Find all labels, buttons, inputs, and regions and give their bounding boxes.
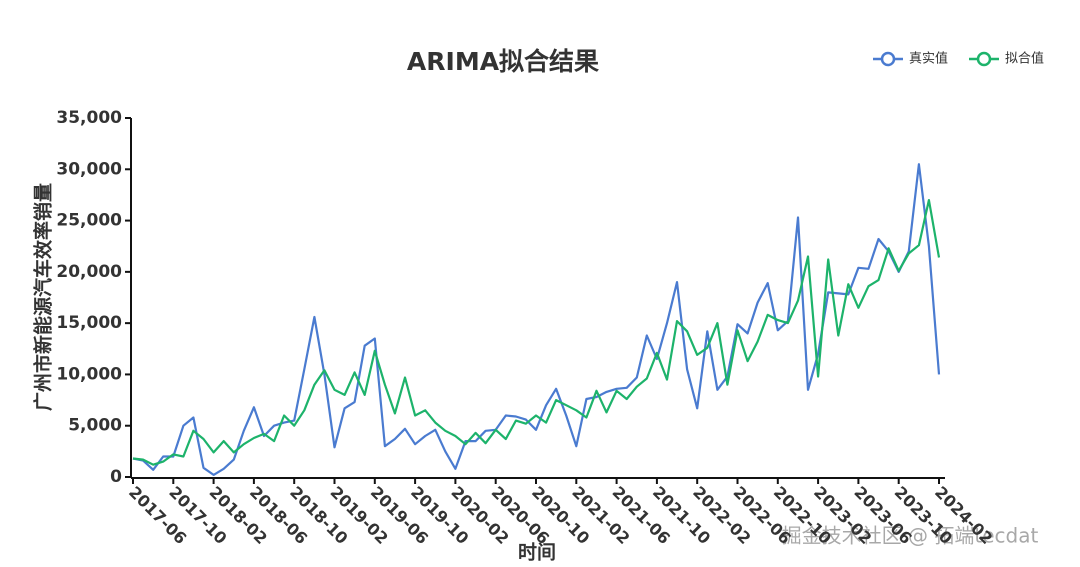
series-line [132, 199, 941, 466]
y-tick-label: 0 [110, 467, 122, 487]
legend: 真实值 拟合值 [873, 51, 1044, 67]
y-axis-label: 广州市新能源汽车效率销量 [32, 183, 55, 411]
legend-label: 真实值 [909, 51, 948, 67]
watermark: 掘金技术社区 @ 拓端tecdat [782, 524, 1039, 548]
y-tick-label: 30,000 [56, 159, 122, 179]
y-tick-label: 20,000 [56, 262, 122, 282]
series-line [132, 163, 941, 476]
y-tick-label: 25,000 [56, 211, 122, 231]
x-axis-label: 时间 [518, 542, 556, 564]
y-tick-label: 5,000 [68, 416, 122, 436]
chart-title: ARIMA拟合结果 [407, 47, 599, 76]
legend-label: 拟合值 [1005, 51, 1044, 67]
y-tick-label: 15,000 [56, 313, 122, 333]
legend-marker [880, 51, 896, 67]
y-tick-label: 10,000 [56, 364, 122, 384]
legend-marker [976, 51, 992, 67]
y-tick-label: 35,000 [56, 108, 122, 128]
